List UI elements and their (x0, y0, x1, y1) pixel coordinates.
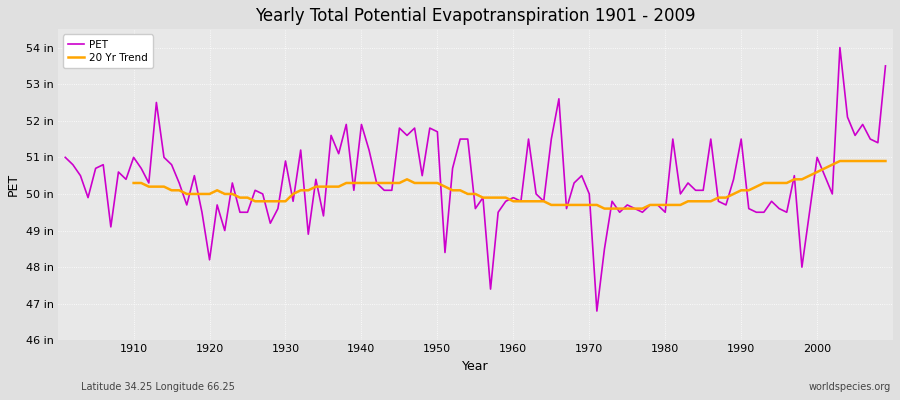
PET (591, 309, 602, 314)
20 Yr Trend (599, 206, 610, 211)
20 Yr Trend (827, 162, 838, 167)
20 Yr Trend (834, 159, 845, 164)
Line: 20 Yr Trend: 20 Yr Trend (133, 161, 886, 208)
PET (60, 155, 71, 160)
X-axis label: Year: Year (462, 360, 489, 373)
Text: worldspecies.org: worldspecies.org (809, 382, 891, 392)
Legend: PET, 20 Yr Trend: PET, 20 Yr Trend (63, 34, 153, 68)
Y-axis label: PET: PET (7, 173, 20, 196)
PET (333, 151, 344, 156)
PET (500, 199, 511, 204)
PET (288, 199, 299, 204)
Text: Latitude 34.25 Longitude 66.25: Latitude 34.25 Longitude 66.25 (81, 382, 235, 392)
20 Yr Trend (880, 159, 891, 164)
PET (834, 45, 845, 50)
20 Yr Trend (273, 199, 284, 204)
20 Yr Trend (576, 202, 587, 207)
PET (607, 199, 617, 204)
PET (880, 64, 891, 68)
PET (121, 177, 131, 182)
20 Yr Trend (516, 199, 526, 204)
PET (508, 195, 518, 200)
Title: Yearly Total Potential Evapotranspiration 1901 - 2009: Yearly Total Potential Evapotranspiratio… (255, 7, 696, 25)
20 Yr Trend (128, 180, 139, 185)
20 Yr Trend (303, 188, 314, 193)
20 Yr Trend (858, 159, 868, 164)
Line: PET: PET (66, 48, 886, 311)
